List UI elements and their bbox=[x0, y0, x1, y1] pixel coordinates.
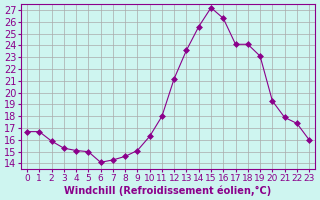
X-axis label: Windchill (Refroidissement éolien,°C): Windchill (Refroidissement éolien,°C) bbox=[64, 185, 272, 196]
